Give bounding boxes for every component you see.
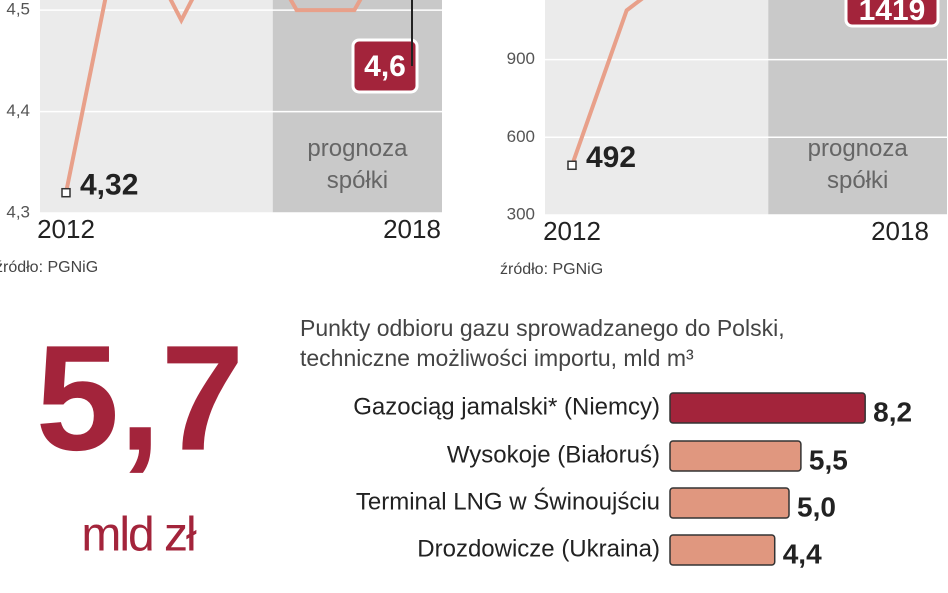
y-tick-label: 600	[507, 127, 535, 146]
annotation: prognoza spółki	[808, 135, 909, 194]
value-label: 4,6	[364, 50, 406, 83]
value-label: 4,32	[80, 169, 138, 202]
value-label-box	[844, 0, 940, 28]
highlight-unit: mld zł	[81, 509, 197, 562]
value-label: 5,5	[809, 444, 848, 475]
value-label: 8,2	[873, 396, 912, 427]
marker	[567, 160, 577, 171]
value-label: 5,0	[797, 491, 836, 522]
value-label: 492	[586, 141, 636, 174]
y-tick-label: 900	[507, 49, 535, 68]
y-tick-label: 300	[507, 204, 535, 223]
annotation-line: spółki	[827, 167, 888, 194]
forecast-area	[272, 0, 442, 213]
x-tick-label: 2018	[383, 214, 441, 244]
y-tick-label: 4,5	[6, 0, 30, 19]
category-label: Gazociąg jamalski* (Niemcy)	[353, 393, 660, 420]
highlight-number: 5,7	[36, 314, 245, 482]
annotation-line: prognoza	[307, 135, 408, 162]
line	[64, 0, 363, 194]
chart-title: techniczne możliwości importu, mld m³	[300, 345, 694, 371]
bar	[669, 392, 866, 424]
y-tick-label: 4,3	[6, 202, 30, 221]
category-label: Wysokoje (Białoruś)	[447, 441, 660, 468]
x-tick-label: 2018	[871, 216, 929, 246]
annotation: prognoza spółki	[307, 135, 408, 194]
annotation-line: spółki	[327, 167, 388, 194]
marker	[61, 187, 71, 198]
annotation-line: prognoza	[808, 135, 909, 162]
category-label: Terminal LNG w Świnoujściu	[356, 487, 660, 515]
bar	[669, 534, 776, 566]
value-label-box	[351, 38, 419, 94]
forecast-area	[768, 0, 947, 215]
line	[570, 0, 644, 166]
x-tick-label: 2012	[37, 214, 95, 244]
y-tick-label: 4,4	[6, 101, 30, 120]
value-label: 4,4	[783, 538, 822, 569]
chart-title: Punkty odbioru gazu sprowadzanego do Pol…	[300, 315, 785, 341]
x-tick-label: 2012	[543, 216, 601, 246]
source: źródło: PGNiG	[500, 261, 603, 278]
source: źródło: PGNiG	[0, 259, 98, 276]
category-label: Drozdowicze (Ukraina)	[417, 535, 660, 562]
value-label: 1419	[859, 0, 926, 27]
bar	[669, 440, 802, 472]
bar	[669, 487, 790, 519]
